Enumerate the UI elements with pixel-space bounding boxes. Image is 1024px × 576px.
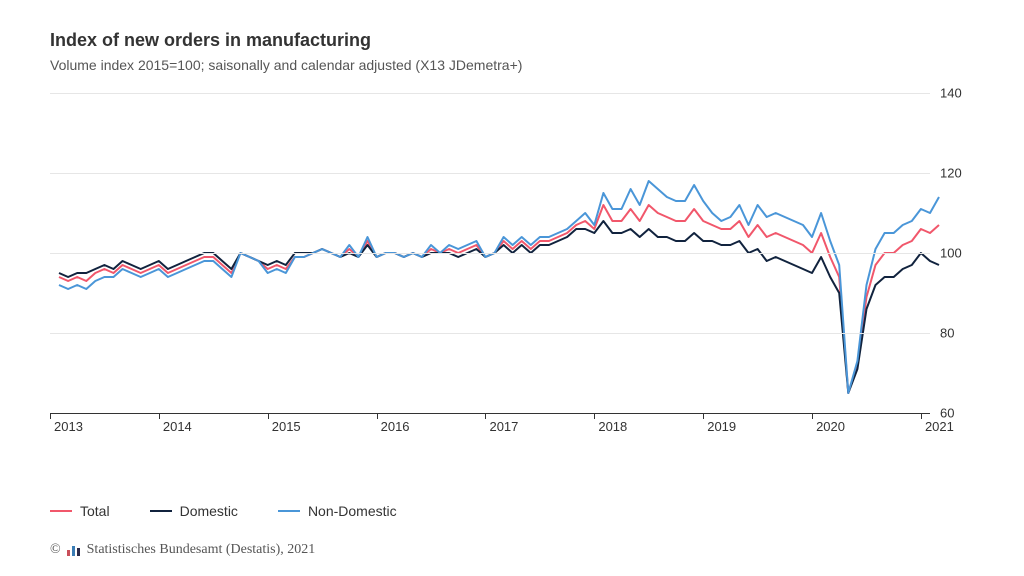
legend-label: Total (80, 503, 110, 519)
chart-container: Index of new orders in manufacturing Vol… (0, 0, 1024, 576)
chart-subtitle: Volume index 2015=100; saisonally and ca… (50, 57, 974, 73)
legend-item-non-domestic: Non-Domestic (278, 503, 397, 519)
x-tick-label: 2014 (163, 419, 192, 434)
footer-icon-bar (77, 548, 80, 556)
x-tick-mark (594, 413, 595, 419)
y-tick-label: 140 (940, 86, 962, 101)
legend: Total Domestic Non-Domestic (50, 503, 974, 519)
legend-label: Non-Domestic (308, 503, 397, 519)
x-tick-mark (377, 413, 378, 419)
x-tick-mark (485, 413, 486, 419)
y-tick-label: 120 (940, 166, 962, 181)
series-line-total (59, 205, 939, 393)
copyright-symbol: © (50, 542, 61, 558)
legend-item-domestic: Domestic (150, 503, 238, 519)
chart-area: 201320142015201620172018201920202021 608… (50, 93, 974, 453)
plot: 201320142015201620172018201920202021 (50, 93, 930, 413)
x-tick-label: 2020 (816, 419, 845, 434)
x-tick-mark (50, 413, 51, 419)
footer-icon-bar (72, 546, 75, 556)
x-tick-label: 2018 (598, 419, 627, 434)
gridline (50, 333, 930, 334)
footer: © Statistisches Bundesamt (Destatis), 20… (50, 542, 315, 558)
x-tick-label: 2021 (925, 419, 954, 434)
x-tick-label: 2017 (489, 419, 518, 434)
legend-label: Domestic (180, 503, 238, 519)
x-axis-line (50, 413, 930, 414)
x-tick-label: 2015 (272, 419, 301, 434)
x-tick-label: 2016 (381, 419, 410, 434)
gridline (50, 253, 930, 254)
gridline (50, 93, 930, 94)
x-tick-mark (812, 413, 813, 419)
x-tick-label: 2013 (54, 419, 83, 434)
footer-icon-bar (67, 550, 70, 556)
legend-swatch (278, 510, 300, 513)
y-tick-label: 80 (940, 326, 954, 341)
gridline (50, 173, 930, 174)
legend-swatch (150, 510, 172, 513)
series-line-non-domestic (59, 181, 939, 393)
legend-swatch (50, 510, 72, 513)
legend-item-total: Total (50, 503, 110, 519)
x-tick-mark (703, 413, 704, 419)
x-tick-mark (268, 413, 269, 419)
x-tick-label: 2019 (707, 419, 736, 434)
y-tick-label: 60 (940, 406, 954, 421)
destatis-icon (67, 544, 81, 556)
x-tick-mark (159, 413, 160, 419)
chart-title: Index of new orders in manufacturing (50, 30, 974, 51)
x-tick-mark (921, 413, 922, 419)
footer-text: Statistisches Bundesamt (Destatis), 2021 (87, 542, 316, 558)
y-tick-label: 100 (940, 246, 962, 261)
